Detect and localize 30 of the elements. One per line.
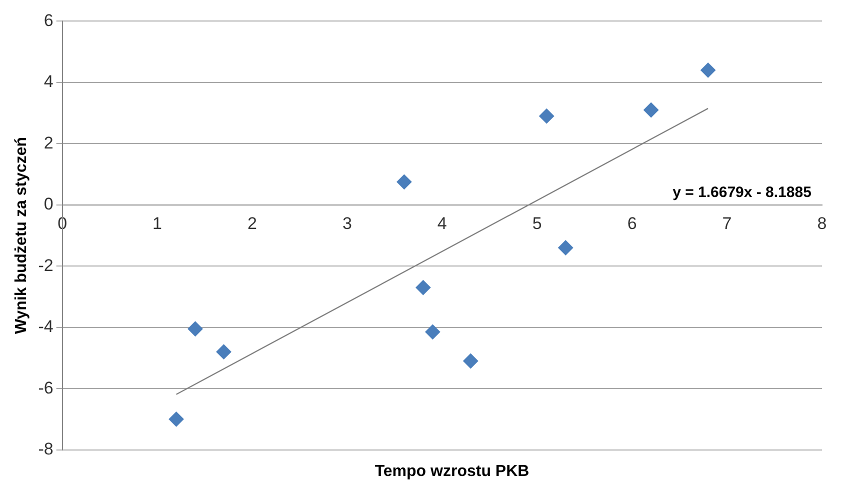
x-tick-label: 5 (532, 214, 542, 233)
x-tick-label: 6 (627, 214, 637, 233)
x-axis-title: Tempo wzrostu PKB (374, 463, 530, 481)
y-axis-title: Wynik budżetu za styczeń (13, 136, 30, 334)
point (396, 174, 412, 190)
y-tick-label: 2 (44, 133, 54, 152)
x-tick-label: 1 (152, 214, 162, 233)
point (539, 108, 554, 124)
y-tick-label: -8 (38, 439, 54, 458)
point (416, 280, 431, 296)
x-tick-label: 7 (722, 214, 732, 233)
point (558, 240, 574, 256)
point (168, 412, 184, 427)
x-tick-label: 4 (437, 214, 447, 233)
point (463, 354, 478, 369)
point (644, 102, 659, 118)
point (700, 62, 716, 78)
y-tick-label: 0 (44, 194, 54, 214)
y-tick-label: -4 (38, 317, 54, 336)
x-tick-label: 8 (817, 214, 827, 233)
annotation: y = 1.6679x - 8.1885 (672, 184, 812, 201)
y-tick-label: -6 (38, 378, 54, 398)
point (188, 321, 203, 336)
x-tick-label: 2 (248, 214, 257, 233)
point (425, 324, 440, 340)
x-tick-label: 3 (342, 214, 352, 233)
point (216, 344, 232, 360)
y-tick-label: -2 (38, 256, 54, 275)
y-tick-label: 4 (44, 72, 54, 92)
y-tick-label: 6 (44, 10, 54, 30)
